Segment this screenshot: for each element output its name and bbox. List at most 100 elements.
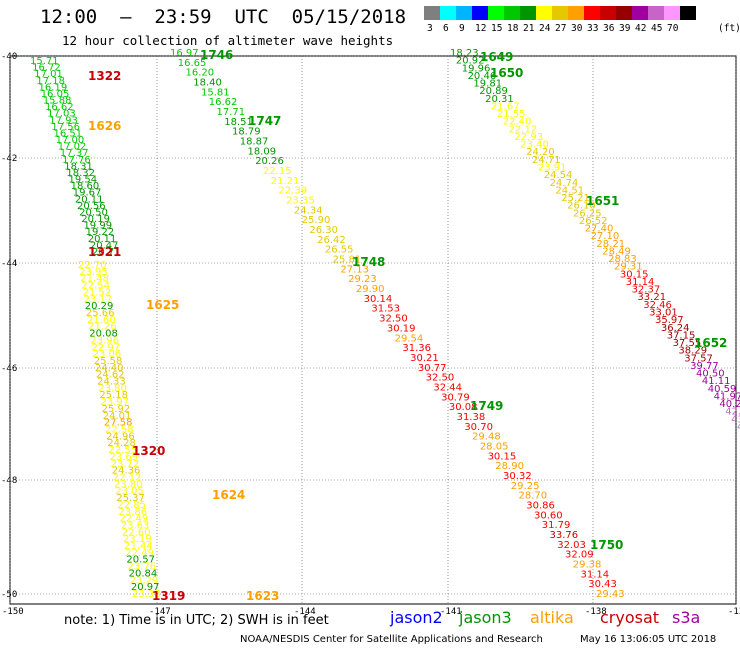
latitude-label: -42 xyxy=(1,154,17,164)
wave-height-value: 22.49 xyxy=(120,514,149,525)
wave-height-value: 21.67 xyxy=(491,101,520,112)
pass-time-label: 1322 xyxy=(88,69,121,83)
wave-height-value: 31.14 xyxy=(581,569,610,580)
wave-height-value: 20.47 xyxy=(90,240,119,251)
wave-height-value: 19.81 xyxy=(473,79,502,90)
wave-height-value: 19.96 xyxy=(462,63,491,74)
wave-height-value: 20.19 xyxy=(81,214,110,225)
color-scale-label: 27 xyxy=(555,23,567,34)
color-scale-label: 9 xyxy=(459,23,465,34)
color-scale-swatch: 36 xyxy=(600,6,616,34)
wave-height-value: 22.70 xyxy=(78,260,107,271)
wave-height-value: 30.86 xyxy=(526,500,555,511)
color-scale-swatch: 18 xyxy=(504,6,520,34)
longitude-label: -144 xyxy=(294,607,316,617)
wave-height-value: 22.12 xyxy=(509,124,538,135)
wave-height-value: 16.19 xyxy=(39,82,68,93)
wave-height-value: 18.40 xyxy=(193,78,222,89)
color-scale-swatch xyxy=(680,6,696,20)
credit-text: NOAA/NESDIS Center for Satellite Applica… xyxy=(240,634,543,645)
wave-height-value: 29.38 xyxy=(573,559,602,570)
wave-height-value: 26.55 xyxy=(325,245,354,256)
wave-height-value: 17.02 xyxy=(58,142,87,153)
wave-height-value: 23.35 xyxy=(286,196,315,207)
color-scale-label: 12 xyxy=(475,23,487,34)
wave-height-value: 32.37 xyxy=(632,285,661,296)
color-scale-swatch: 24 xyxy=(536,6,552,34)
pass-time-label: 1650 xyxy=(490,66,523,80)
wave-height-value: 18.31 xyxy=(64,161,93,172)
wave-height-value: 27.10 xyxy=(591,231,620,242)
wave-height-value: 20.31 xyxy=(485,94,514,105)
wave-height-value: 15.81 xyxy=(201,87,230,98)
wave-height-value: 24.54 xyxy=(544,170,573,181)
color-scale-swatch: 33 xyxy=(584,6,600,34)
latitude-label: -44 xyxy=(1,259,17,269)
wave-height-value: 16.05 xyxy=(41,89,70,100)
wave-height-value: 40.59 xyxy=(708,384,737,395)
wave-height-value: 27.40 xyxy=(585,224,614,235)
wave-height-value: 29.31 xyxy=(614,262,643,273)
color-scale-swatch: 39 xyxy=(616,6,632,34)
color-scale-swatch: 21 xyxy=(520,6,536,34)
color-scale-swatch: 6 xyxy=(440,6,456,34)
wave-height-value: 26.25 xyxy=(573,208,602,219)
wave-height-value: 24.62 xyxy=(96,370,125,381)
pass-time-label: 1750 xyxy=(590,538,623,552)
color-scale-label: 21 xyxy=(523,23,535,34)
wave-height-value: 23.05 xyxy=(115,486,144,497)
pass-time-label: 1652 xyxy=(694,336,727,350)
wave-height-value: 31.53 xyxy=(371,304,400,315)
color-scale-label: 42 xyxy=(635,23,647,34)
wave-height-value: 37.57 xyxy=(684,353,713,364)
wave-height-value: 28.05 xyxy=(480,441,509,452)
pass-time-label: 1320 xyxy=(132,444,165,458)
pass-time-label: 1748 xyxy=(352,255,385,269)
wave-height-value: 33.01 xyxy=(649,308,678,319)
wave-height-value: 23.29 xyxy=(130,575,159,586)
wave-height-value: 37.15 xyxy=(667,330,696,341)
color-scale-swatch: 3 xyxy=(424,6,440,34)
wave-height-value: 25.18 xyxy=(99,390,128,401)
color-scale-legend: 3 6 9 12 15 18 21 24 27 30 33 36 39 42 45 70 xyxy=(424,6,696,34)
wave-height-value: 22.15 xyxy=(263,166,292,177)
wave-height-value: 21.26 xyxy=(88,322,117,333)
wave-height-value: 17.03 xyxy=(47,109,76,120)
color-scale-swatch: 27 xyxy=(552,6,568,34)
wave-height-value: 20.71 xyxy=(92,247,121,258)
color-scale-swatch: 15 xyxy=(488,6,504,34)
latitude-label: -48 xyxy=(1,476,17,486)
page-subtitle: 12 hour collection of altimeter wave hei… xyxy=(62,33,394,48)
wave-height-value: 21.52 xyxy=(83,287,112,298)
color-scale-label: 24 xyxy=(539,23,551,34)
wave-height-value: 25.66 xyxy=(86,308,115,319)
color-scale-label: 15 xyxy=(491,23,503,34)
wave-height-value: 26.52 xyxy=(579,216,608,227)
wave-height-value: 37.55 xyxy=(673,338,702,349)
longitude-label: -150 xyxy=(2,607,24,617)
wave-height-value: 40.28 xyxy=(719,399,740,410)
wave-height-value: 19.54 xyxy=(68,175,97,186)
wave-height-value: 39.77 xyxy=(690,361,719,372)
wave-height-value: 29.23 xyxy=(348,274,377,285)
wave-height-value: 23.80 xyxy=(98,383,127,394)
latitude-label: -50 xyxy=(1,590,17,600)
wave-height-value: 30.08 xyxy=(449,402,478,413)
wave-height-value: 28.83 xyxy=(608,254,637,265)
wave-height-value: 29.54 xyxy=(395,333,424,344)
pass-time-label: 1319 xyxy=(152,589,185,603)
wave-height-value: 23.69 xyxy=(110,452,139,463)
wave-height-value: 30.15 xyxy=(488,451,517,462)
wave-height-value: 32.50 xyxy=(379,314,408,325)
wave-height-value: 29.25 xyxy=(511,481,540,492)
wave-height-value: 22.93 xyxy=(514,132,543,143)
wave-height-value: 31.14 xyxy=(626,277,655,288)
wave-height-value: 17.18 xyxy=(36,76,65,87)
wave-height-value: 23.40 xyxy=(520,140,549,151)
wave-height-value: 25.21 xyxy=(561,193,590,204)
wave-height-value: 16.65 xyxy=(178,58,207,69)
wave-height-value: 30.15 xyxy=(620,269,649,280)
wave-height-value: 21.60 xyxy=(87,315,116,326)
wave-height-value: 41.97 xyxy=(714,391,740,402)
wave-height-value: 25.90 xyxy=(302,215,331,226)
